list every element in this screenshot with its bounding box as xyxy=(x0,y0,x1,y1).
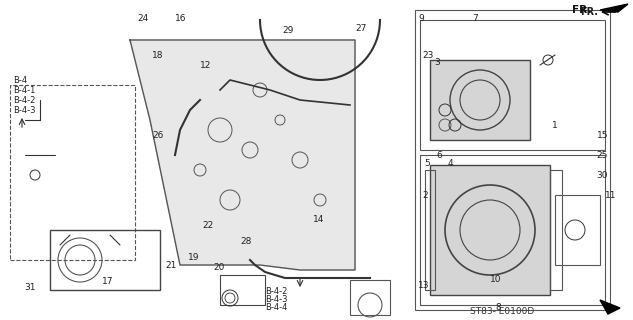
Text: 26: 26 xyxy=(152,131,163,140)
Text: 25: 25 xyxy=(596,150,608,159)
Bar xyxy=(50,230,160,290)
Text: 17: 17 xyxy=(102,277,113,286)
Text: 29: 29 xyxy=(282,26,293,35)
Text: B-4-4: B-4-4 xyxy=(265,303,287,313)
Polygon shape xyxy=(600,300,620,314)
Text: 11: 11 xyxy=(605,190,617,199)
Text: 4: 4 xyxy=(448,158,454,167)
Text: B-4-3: B-4-3 xyxy=(265,295,287,305)
Bar xyxy=(420,155,605,305)
Text: 30: 30 xyxy=(596,171,608,180)
Text: 6: 6 xyxy=(436,150,442,159)
Text: FR.: FR. xyxy=(580,7,598,17)
Text: B-4-2: B-4-2 xyxy=(265,287,287,297)
Text: 27: 27 xyxy=(355,23,367,33)
Text: B-4: B-4 xyxy=(13,76,27,84)
Text: 8: 8 xyxy=(495,303,501,313)
Text: 20: 20 xyxy=(213,263,224,273)
Bar xyxy=(430,165,550,295)
Text: 3: 3 xyxy=(434,58,440,67)
Text: 7: 7 xyxy=(472,13,478,22)
Bar xyxy=(430,60,530,140)
Text: 18: 18 xyxy=(152,51,163,60)
Text: ST83- E0100D: ST83- E0100D xyxy=(470,308,534,316)
Text: B-4-2: B-4-2 xyxy=(13,95,35,105)
Text: 14: 14 xyxy=(313,215,324,225)
Text: 5: 5 xyxy=(424,158,430,167)
Text: 21: 21 xyxy=(165,260,177,269)
Bar xyxy=(350,280,390,315)
Bar xyxy=(420,20,605,150)
Bar xyxy=(550,170,562,290)
Text: 16: 16 xyxy=(175,13,187,22)
Text: 31: 31 xyxy=(24,284,35,292)
Text: B-4-1: B-4-1 xyxy=(13,85,35,94)
Text: 22: 22 xyxy=(202,220,213,229)
Polygon shape xyxy=(600,4,628,12)
Text: 23: 23 xyxy=(422,51,434,60)
Bar xyxy=(10,85,135,260)
Text: 10: 10 xyxy=(490,276,501,284)
Text: 19: 19 xyxy=(188,253,199,262)
Text: 12: 12 xyxy=(200,60,211,69)
Text: FR.: FR. xyxy=(572,5,591,15)
Text: B-4-3: B-4-3 xyxy=(13,106,35,115)
Text: 1: 1 xyxy=(552,121,558,130)
Bar xyxy=(415,10,610,310)
Text: 2: 2 xyxy=(422,190,428,199)
Bar xyxy=(555,195,600,265)
Text: 13: 13 xyxy=(418,281,430,290)
Text: 15: 15 xyxy=(597,131,608,140)
Text: 24: 24 xyxy=(137,13,148,22)
Text: 9: 9 xyxy=(418,13,423,22)
Text: 28: 28 xyxy=(240,237,251,246)
Bar xyxy=(425,170,435,290)
Polygon shape xyxy=(130,40,355,270)
Bar xyxy=(220,275,265,305)
